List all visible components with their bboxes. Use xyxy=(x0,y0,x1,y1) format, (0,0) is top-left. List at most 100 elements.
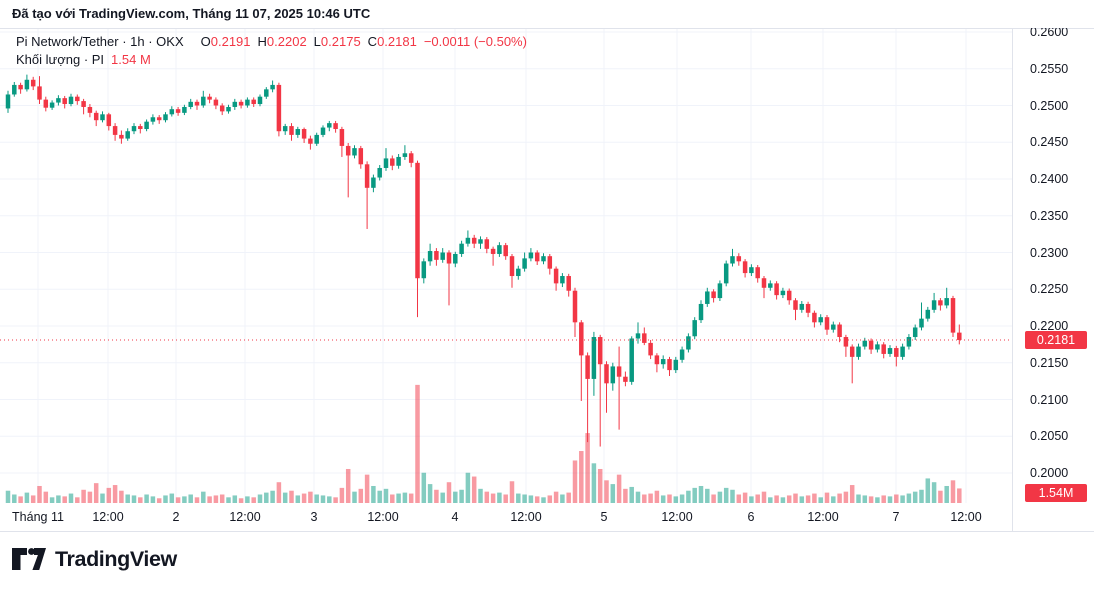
candle-body xyxy=(352,148,357,156)
candle-body xyxy=(566,276,571,291)
candle-body xyxy=(812,312,817,323)
candle-body xyxy=(408,153,414,163)
volume-bar xyxy=(679,494,685,503)
time-tick-label: 3 xyxy=(310,510,318,524)
volume-bar xyxy=(642,494,647,503)
volume-bar xyxy=(402,492,408,503)
candle-body xyxy=(427,251,433,262)
volume-bar xyxy=(698,485,704,503)
candle-body xyxy=(371,177,376,188)
volume-bar xyxy=(660,495,666,503)
candle-body xyxy=(358,148,364,165)
candle-body xyxy=(465,237,471,244)
volume-bar xyxy=(459,489,464,503)
candle-body xyxy=(761,278,767,288)
volume-bar xyxy=(629,486,634,503)
candle-body xyxy=(81,101,86,107)
volume-bar xyxy=(862,495,868,503)
candle-body xyxy=(339,129,345,146)
candle-body xyxy=(654,355,660,365)
price-tick-label: 0.2200 xyxy=(1030,319,1069,333)
volume-bar xyxy=(547,495,553,503)
volume-bar xyxy=(314,494,319,503)
volume-bar xyxy=(5,490,11,503)
candle-body xyxy=(219,105,225,112)
time-tick-label: 12:00 xyxy=(510,510,542,524)
volume-bar xyxy=(453,491,458,503)
candle-body xyxy=(843,337,849,347)
volume-bar xyxy=(881,495,886,503)
candle-body xyxy=(831,324,836,330)
time-tick-label: 12:00 xyxy=(92,510,124,524)
candle-body xyxy=(736,256,742,262)
volume-bar xyxy=(711,494,716,503)
volume-bar xyxy=(755,494,760,503)
candle-body xyxy=(490,248,496,254)
candle-body xyxy=(150,117,156,122)
volume-bar xyxy=(856,494,861,503)
candle-body xyxy=(43,99,49,108)
price-tick-label: 0.2000 xyxy=(1030,466,1069,480)
candle-body xyxy=(238,101,244,106)
candle-body xyxy=(30,79,36,87)
candle-body xyxy=(774,283,779,296)
candle-body xyxy=(440,252,445,260)
time-tick-label: 7 xyxy=(892,510,900,524)
volume-bar xyxy=(390,494,395,503)
candle-body xyxy=(629,338,634,382)
candle-body xyxy=(856,346,861,357)
candle-body xyxy=(516,268,521,277)
candle-body xyxy=(251,99,256,105)
volume-bar xyxy=(522,494,527,503)
candle-body xyxy=(950,298,956,333)
time-tick-label: 2 xyxy=(172,510,180,524)
time-tick-label: 5 xyxy=(600,510,608,524)
time-tick-label: 12:00 xyxy=(229,510,261,524)
volume-bar xyxy=(812,493,817,503)
candle-body xyxy=(579,322,584,356)
candle-body xyxy=(717,283,723,299)
volume-bar xyxy=(427,484,433,503)
candle-body xyxy=(257,96,263,105)
candle-body xyxy=(824,317,830,330)
candle-body xyxy=(894,348,899,357)
candle-body xyxy=(301,129,307,139)
volume-bar xyxy=(37,485,42,503)
time-tick-label: 4 xyxy=(451,510,459,524)
volume-bar xyxy=(553,491,559,503)
volume-bar xyxy=(761,491,767,503)
candle-body xyxy=(182,106,187,113)
candle-body xyxy=(213,99,219,106)
candle-body xyxy=(957,332,962,340)
volume-bar xyxy=(131,495,137,503)
price-axis[interactable]: 0.2181 1.54M 0.2600 0.2550 0.2500 0.2450 0.2… xyxy=(1012,28,1094,531)
volume-bar xyxy=(723,487,729,503)
candle-body xyxy=(345,145,351,156)
candle-body xyxy=(749,267,754,274)
time-axis[interactable]: Tháng 11 12:00 2 12:00 3 12:00 4 12:00 5 12:00 6 12… xyxy=(0,503,1012,532)
volume-bar xyxy=(931,482,937,503)
volume-bar xyxy=(219,494,225,503)
time-tick-label: 12:00 xyxy=(367,510,399,524)
candle-body xyxy=(383,158,389,168)
candle-body xyxy=(799,303,805,310)
volume-bar xyxy=(604,480,609,503)
candle-body xyxy=(364,164,370,188)
candle-body xyxy=(522,258,527,269)
candle-body xyxy=(156,117,162,121)
last-price-badge: 0.2181 xyxy=(1025,330,1087,349)
candle-body xyxy=(144,121,149,130)
candle-body xyxy=(56,98,61,103)
volume-bar xyxy=(597,468,603,503)
candle-body xyxy=(49,102,55,108)
volume-bar xyxy=(818,497,823,503)
candle-body xyxy=(623,376,628,382)
tradingview-logo[interactable]: TradingView xyxy=(12,546,177,572)
volume-bar xyxy=(30,495,36,503)
candle-body xyxy=(931,300,937,310)
time-tick-label: 6 xyxy=(747,510,755,524)
volume-bar xyxy=(509,481,515,503)
candle-body xyxy=(497,245,502,254)
volume-bar xyxy=(667,494,672,503)
